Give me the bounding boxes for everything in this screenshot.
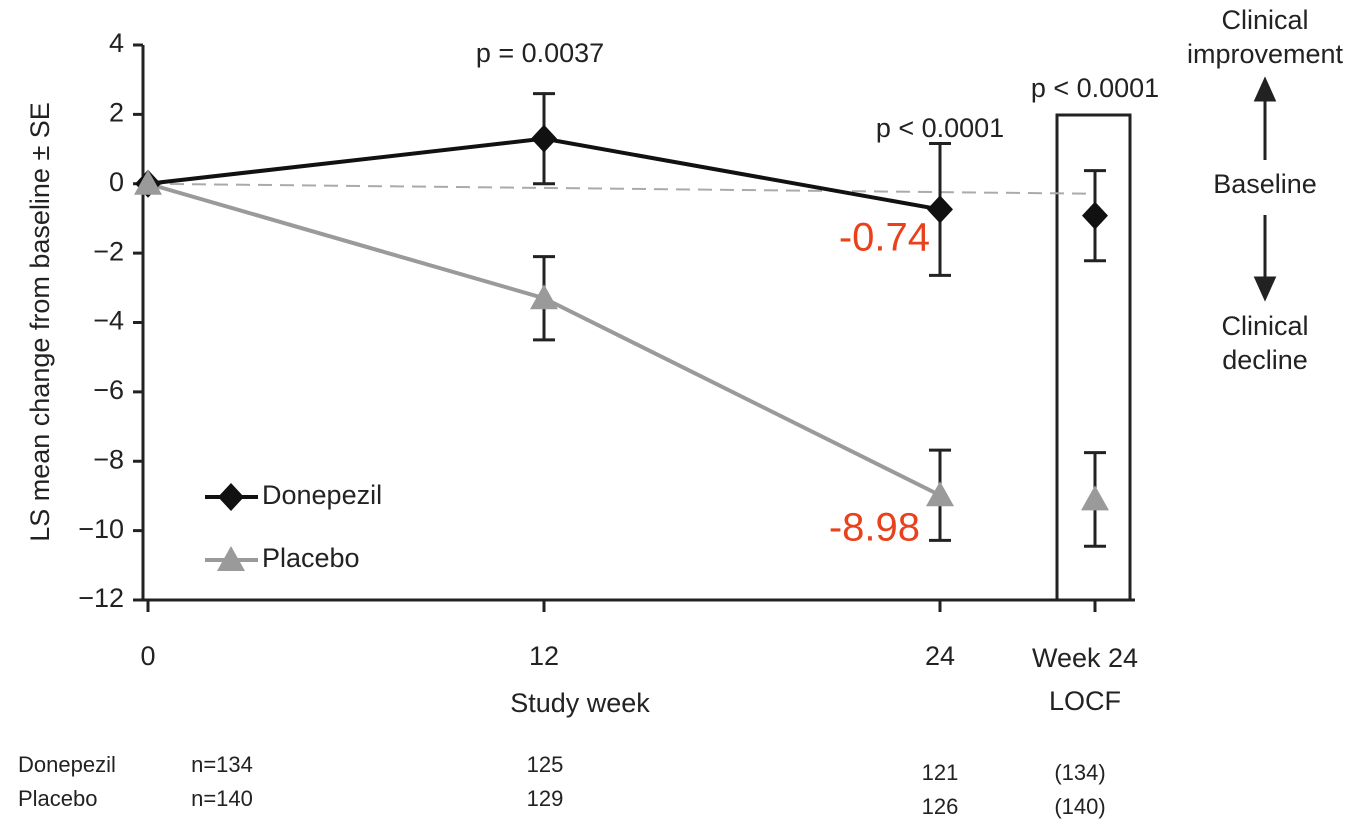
- locf-point: [1082, 201, 1108, 230]
- x-tick-label: 24: [925, 641, 955, 671]
- table-cell: (140): [1054, 794, 1105, 819]
- baseline: [147, 182, 1096, 195]
- p-value: p < 0.0001: [876, 113, 1004, 143]
- table-cell: 126: [922, 794, 959, 819]
- point: [927, 195, 953, 224]
- x-axis-label: Study week: [510, 688, 650, 718]
- y-tick-label: −6: [93, 375, 124, 405]
- p-value: p = 0.0037: [476, 38, 604, 68]
- y-tick-label: −2: [93, 236, 124, 266]
- table-cell: 121: [922, 760, 959, 785]
- legend-label: Placebo: [262, 543, 360, 573]
- data-label: -8.98: [829, 506, 920, 550]
- y-tick-label: 2: [109, 98, 124, 128]
- table-row-label: Placebo: [18, 786, 98, 811]
- locf-point: [1081, 485, 1109, 511]
- data-label: -0.74: [839, 216, 930, 260]
- side-label: Baseline: [1213, 169, 1317, 199]
- legend-label: Donepezil: [262, 480, 382, 510]
- side-label: decline: [1222, 345, 1308, 375]
- side-arrows: [1253, 76, 1277, 302]
- table-cell: n=140: [191, 786, 253, 811]
- legend-marker: [218, 483, 244, 511]
- side-label: Clinical: [1221, 5, 1308, 35]
- point: [530, 284, 558, 310]
- p-value: p < 0.0001: [1031, 73, 1159, 103]
- y-tick-label: 0: [109, 167, 124, 197]
- y-axis-label: LS mean change from baseline ± SE: [25, 102, 55, 542]
- y-tick-label: −12: [78, 583, 124, 613]
- table-cell: 125: [527, 752, 564, 777]
- x-tick-label: 0: [140, 641, 155, 671]
- y-tick-label: −4: [93, 306, 124, 336]
- y-tick-label: −8: [93, 444, 124, 474]
- y-tick-label: 4: [109, 28, 124, 58]
- y-tick-label: −10: [78, 514, 124, 544]
- table-cell: 129: [527, 786, 564, 811]
- locf-label: LOCF: [1049, 686, 1121, 716]
- legend-marker: [217, 546, 245, 571]
- table-cell: (134): [1054, 760, 1105, 785]
- table-row-label: Donepezil: [18, 752, 116, 777]
- side-label: improvement: [1187, 39, 1344, 69]
- locf-label: Week 24: [1032, 643, 1138, 673]
- x-tick-label: 12: [529, 641, 559, 671]
- point: [531, 124, 557, 153]
- point: [926, 481, 954, 507]
- side-label: Clinical: [1221, 311, 1308, 341]
- table-cell: n=134: [191, 752, 253, 777]
- point: [134, 169, 162, 195]
